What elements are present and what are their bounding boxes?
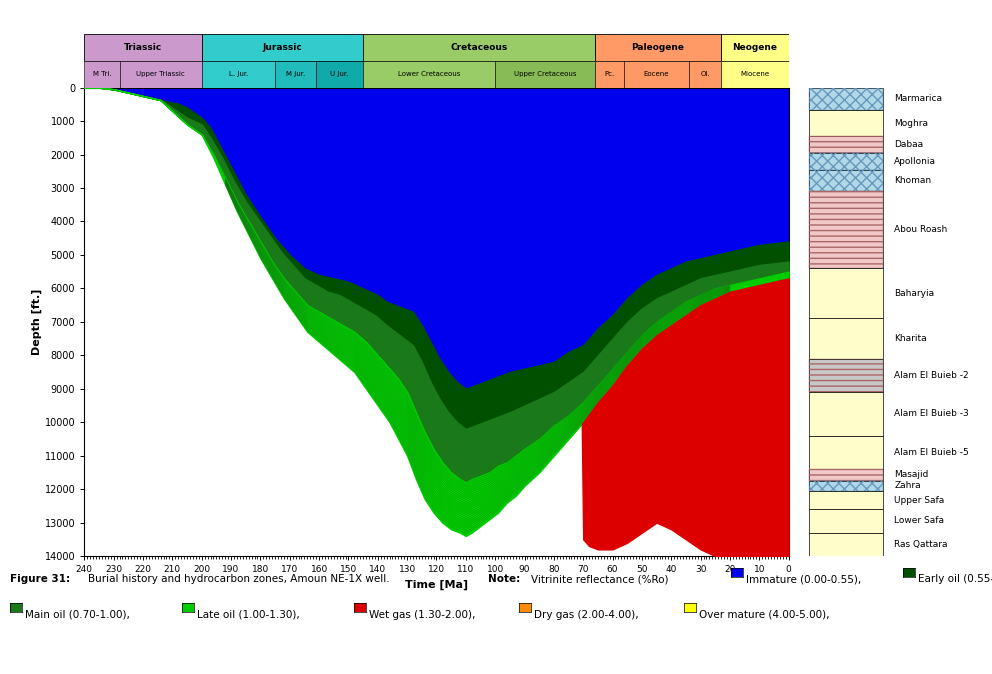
Text: Late oil (1.00-1.30),: Late oil (1.00-1.30), (196, 610, 303, 620)
Text: Zahra: Zahra (894, 481, 921, 490)
Bar (809, 88, 883, 111)
Bar (809, 469, 883, 481)
Text: Khoman: Khoman (894, 176, 931, 185)
Text: Masajid: Masajid (894, 470, 929, 479)
Text: Main oil (0.70-1.00),: Main oil (0.70-1.00), (25, 610, 133, 620)
Bar (809, 153, 883, 170)
Text: Abou Roash: Abou Roash (894, 225, 947, 235)
Bar (809, 481, 883, 491)
Text: Alam El Buieb -2: Alam El Buieb -2 (894, 371, 969, 380)
Bar (809, 191, 883, 268)
Bar (809, 170, 883, 191)
Text: Over mature (4.00-5.00),: Over mature (4.00-5.00), (698, 610, 832, 620)
Text: Vitrinite reflectance (%Ro): Vitrinite reflectance (%Ro) (532, 574, 672, 584)
Bar (809, 268, 883, 319)
Text: Marmarica: Marmarica (894, 94, 942, 104)
Text: Alam El Buieb -5: Alam El Buieb -5 (894, 448, 969, 457)
Bar (809, 392, 883, 435)
Text: Alam El Buieb -3: Alam El Buieb -3 (894, 409, 969, 419)
Bar (809, 136, 883, 153)
Bar (809, 359, 883, 392)
Bar (809, 435, 883, 469)
Bar (809, 469, 883, 481)
Bar (809, 111, 883, 136)
Y-axis label: Depth [ft.]: Depth [ft.] (32, 288, 42, 355)
Text: Burial history and hydrocarbon zones, Amoun NE-1X well.: Burial history and hydrocarbon zones, Am… (88, 574, 394, 584)
Text: Dry gas (2.00-4.00),: Dry gas (2.00-4.00), (534, 610, 642, 620)
Text: Lower Safa: Lower Safa (894, 516, 944, 526)
Bar (809, 481, 883, 491)
Text: Dabaa: Dabaa (894, 140, 924, 149)
Text: Immature (0.00-0.55),: Immature (0.00-0.55), (746, 574, 865, 584)
Bar (809, 359, 883, 392)
Bar (809, 153, 883, 170)
Bar (809, 170, 883, 191)
Bar (809, 319, 883, 359)
Text: Wet gas (1.30-2.00),: Wet gas (1.30-2.00), (369, 610, 478, 620)
Bar (809, 510, 883, 532)
Text: Upper Safa: Upper Safa (894, 495, 944, 505)
Text: Baharyia: Baharyia (894, 289, 934, 298)
Text: Kharita: Kharita (894, 334, 927, 343)
Bar (809, 532, 883, 556)
Text: Note:: Note: (488, 574, 525, 584)
Text: Apollonia: Apollonia (894, 157, 936, 166)
Bar (809, 191, 883, 268)
Bar (809, 136, 883, 153)
Text: Figure 31:: Figure 31: (10, 574, 73, 584)
Text: Early oil (0.55-0.70),: Early oil (0.55-0.70), (919, 574, 992, 584)
Bar (809, 88, 883, 111)
X-axis label: Time [Ma]: Time [Ma] (405, 580, 468, 590)
Text: Moghra: Moghra (894, 119, 929, 128)
Text: Ras Qattara: Ras Qattara (894, 540, 947, 549)
Bar (809, 491, 883, 510)
